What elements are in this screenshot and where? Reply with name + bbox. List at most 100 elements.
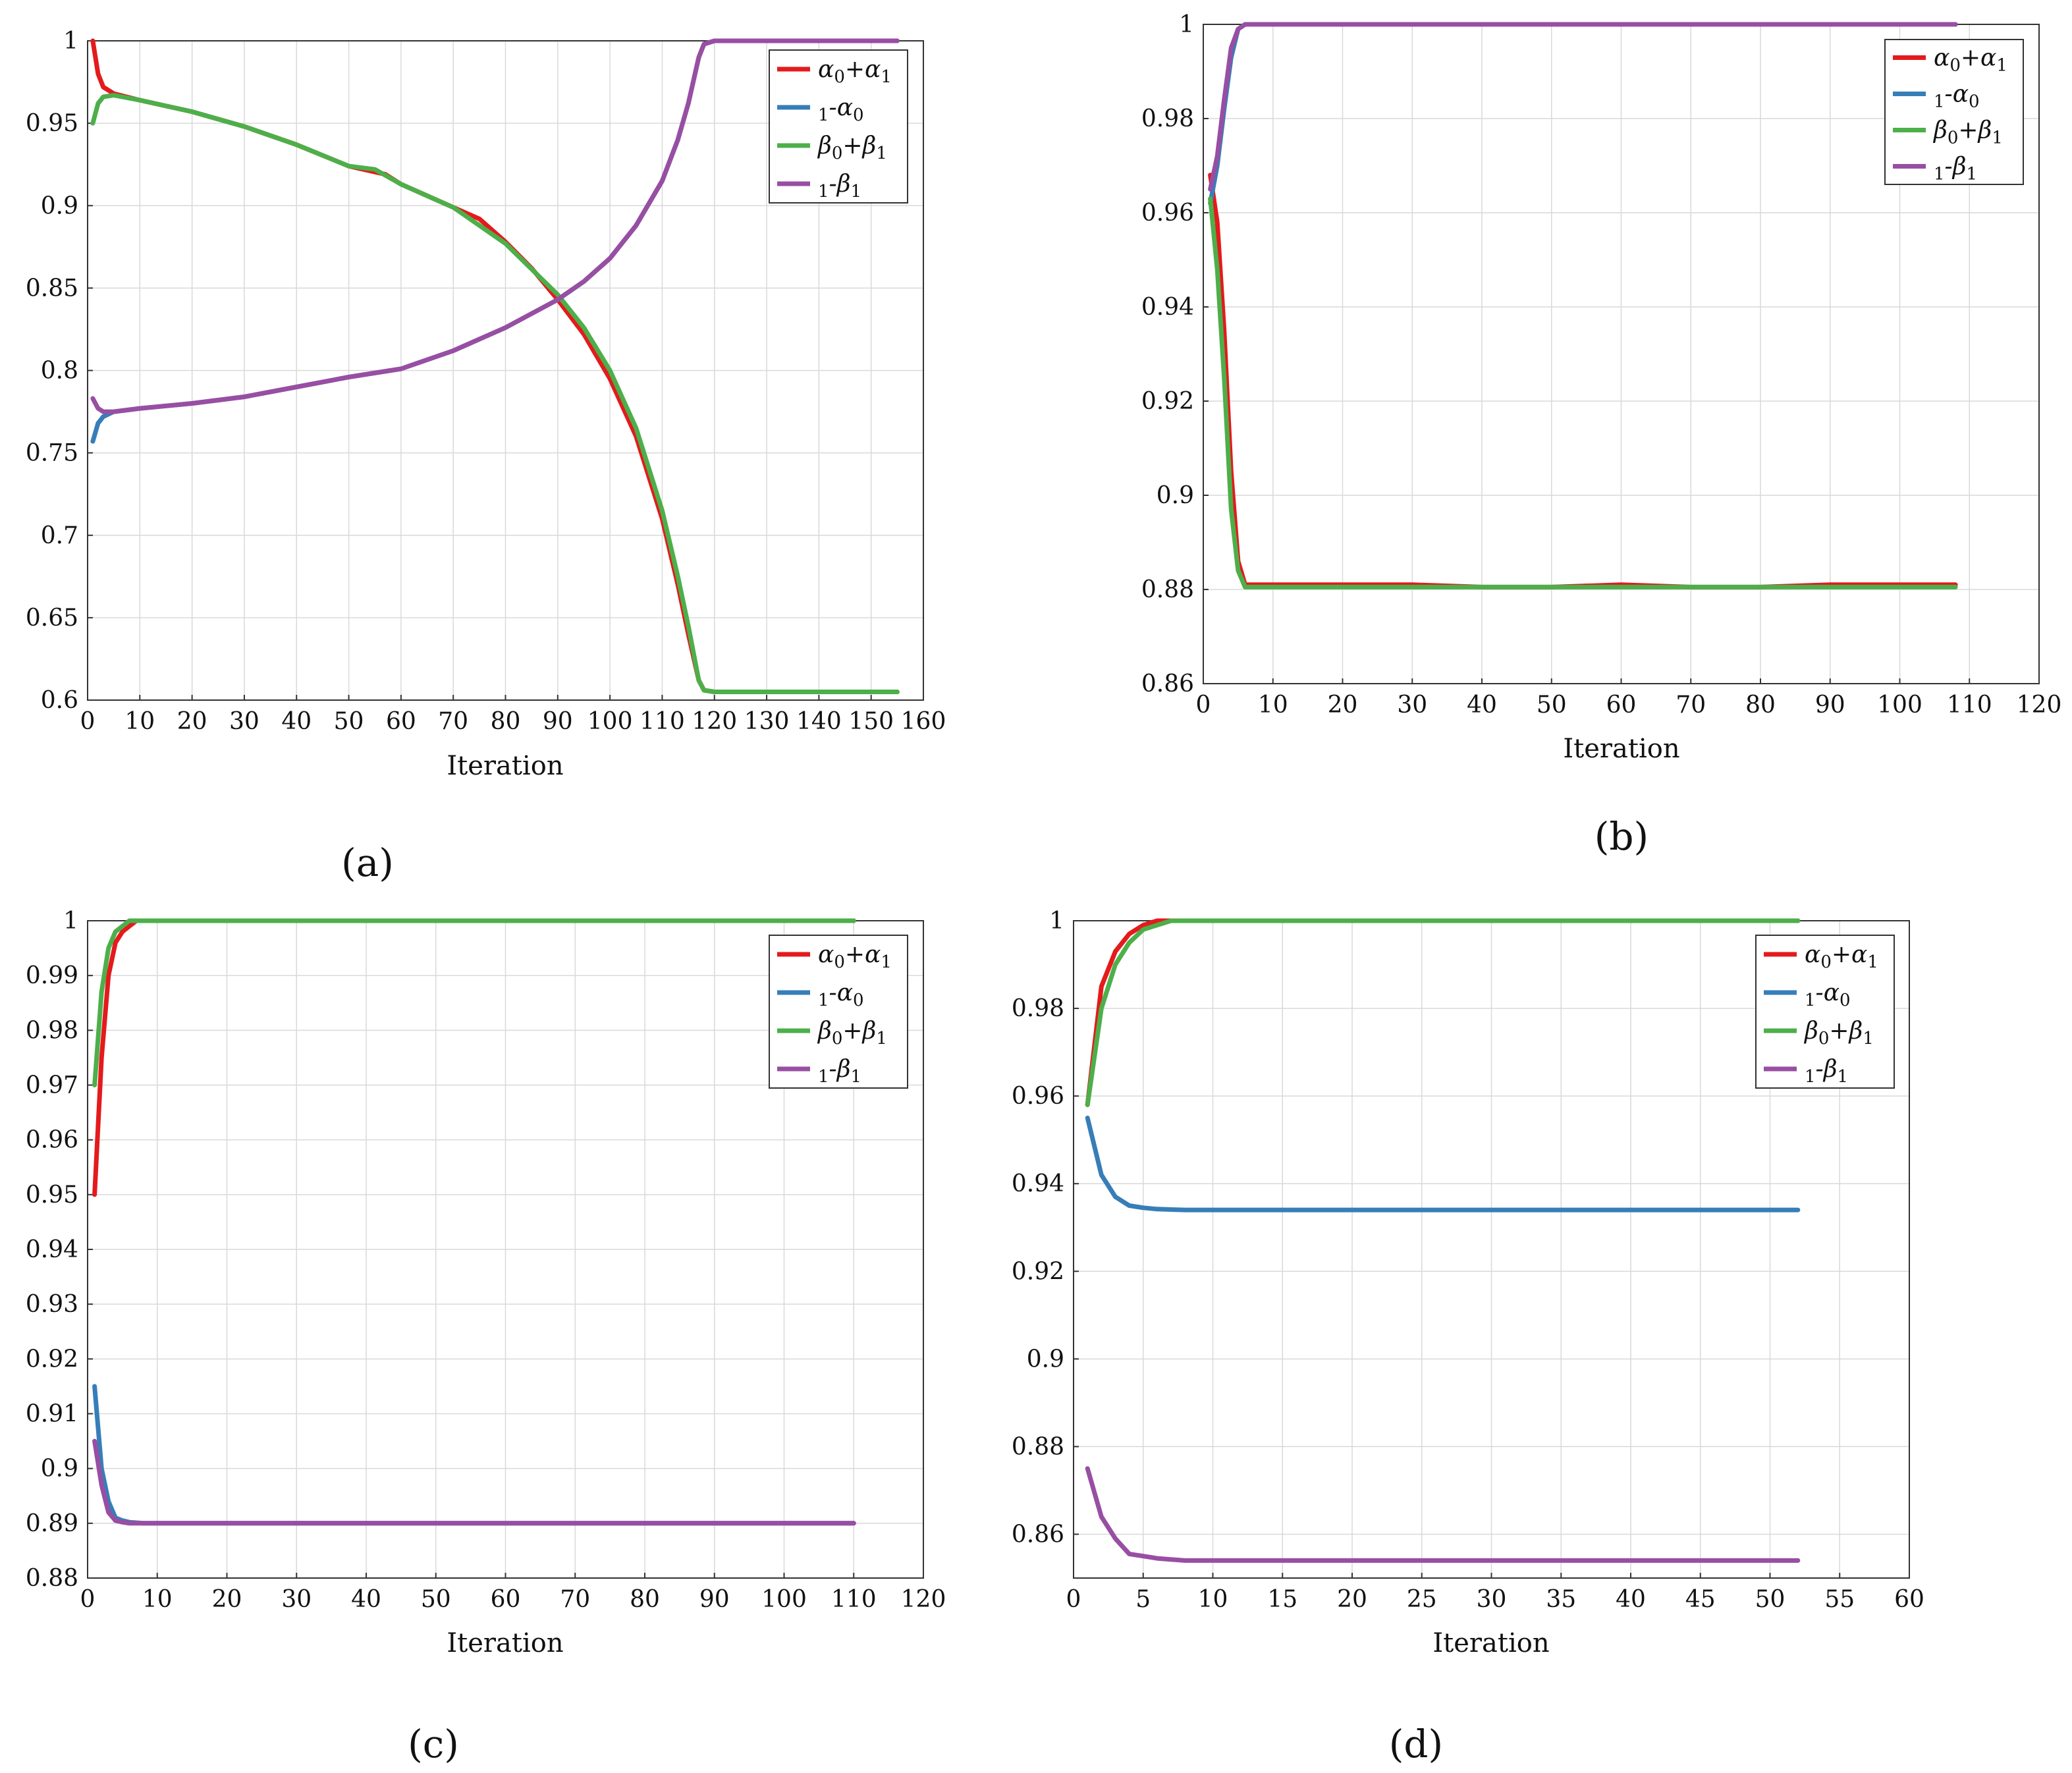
x-tick-label: 110 (831, 1586, 877, 1613)
y-tick-label: 0.8 (41, 358, 78, 385)
series-line-3 (1085, 918, 1801, 1107)
x-tick-label: 25 (1407, 1586, 1437, 1613)
y-tick-label: 0.6 (41, 687, 78, 714)
x-tick-label: 60 (386, 708, 416, 735)
tick-labels: 0 10 20 30 40 50 60 70 80 90 100 110 120 0.86 0.88 0.9 0… (1141, 11, 2062, 719)
x-tick-label: 30 (1397, 692, 1427, 719)
series-line-3 (90, 93, 900, 694)
panel-a: 0 10 20 30 40 50 60 70 80 90 100 110 120 130 140 150 160… (26, 28, 946, 735)
x-tick-label: 30 (1477, 1586, 1507, 1613)
xlabel-d: Iteration (1432, 1628, 1549, 1658)
x-tick-label: 60 (1894, 1586, 1924, 1613)
x-tick-label: 160 (901, 708, 946, 735)
x-tick-label: 80 (1745, 692, 1776, 719)
x-tick-label: 130 (744, 708, 790, 735)
caption-c: (c) (408, 1722, 459, 1766)
x-tick-label: 0 (1196, 692, 1211, 719)
y-tick-label: 0.86 (1141, 670, 1194, 697)
x-tick-label: 0 (80, 1586, 95, 1613)
series-group (92, 918, 856, 1526)
x-tick-label: 40 (1467, 692, 1497, 719)
x-tick-label: 80 (491, 708, 521, 735)
y-tick-label: 0.94 (1141, 294, 1194, 321)
series-group (1085, 918, 1801, 1563)
legend-label: β0+β1 (817, 1018, 887, 1049)
y-tick-label: 0.98 (1141, 105, 1194, 132)
x-tick-label: 110 (640, 708, 685, 735)
y-tick-label: 1 (1179, 11, 1194, 38)
x-tick-label: 70 (1676, 692, 1706, 719)
y-tick-label: 0.92 (1141, 388, 1194, 415)
y-tick-label: 0.99 (26, 962, 78, 989)
x-tick-label: 20 (177, 708, 207, 735)
caption-d: (d) (1389, 1722, 1443, 1766)
x-tick-label: 40 (351, 1586, 381, 1613)
y-tick-label: 0.95 (26, 1182, 78, 1209)
x-tick-label: 100 (587, 708, 633, 735)
y-tick-label: 0.88 (1012, 1433, 1064, 1460)
x-tick-label: 10 (1258, 692, 1288, 719)
series-line-4 (90, 38, 900, 414)
y-tick-label: 0.92 (1012, 1258, 1064, 1285)
x-tick-label: 55 (1824, 1586, 1855, 1613)
series-line-4 (1085, 1466, 1801, 1563)
x-tick-label: 10 (142, 1586, 173, 1613)
x-tick-label: 10 (1198, 1586, 1228, 1613)
y-tick-label: 0.86 (1012, 1521, 1064, 1548)
x-tick-label: 5 (1135, 1586, 1151, 1613)
legend-label: 1-α0 (818, 979, 864, 1010)
legend-label: 1-β1 (818, 171, 861, 202)
x-tick-label: 40 (281, 708, 312, 735)
y-tick-label: 1 (1049, 908, 1064, 935)
x-tick-label: 120 (901, 1586, 946, 1613)
x-tick-label: 50 (334, 708, 364, 735)
series-line-4 (1208, 22, 1958, 192)
x-tick-label: 35 (1546, 1586, 1576, 1613)
legend-label: β0+β1 (1932, 117, 2003, 148)
y-tick-label: 0.9 (41, 1456, 78, 1483)
y-tick-label: 0.89 (26, 1510, 78, 1537)
x-tick-label: 0 (80, 708, 95, 735)
tick-labels: 0 10 20 30 40 50 60 70 80 90 100 110 120 130 140 150 160… (26, 28, 946, 735)
x-tick-label: 20 (1337, 1586, 1367, 1613)
y-tick-label: 0.98 (26, 1017, 78, 1044)
x-tick-label: 110 (1947, 692, 1992, 719)
tick-labels: 0 10 20 30 40 50 60 70 80 90 100 110 120 0.88 0.89 0.9 0… (26, 908, 946, 1613)
y-tick-label: 1 (63, 28, 78, 55)
x-tick-label: 120 (692, 708, 737, 735)
xlabel-c: Iteration (447, 1628, 563, 1658)
series-line-2 (1085, 1115, 1801, 1213)
legend-label: β0+β1 (817, 132, 887, 163)
y-tick-label: 0.9 (41, 192, 78, 219)
x-tick-label: 60 (491, 1586, 521, 1613)
panel-c: 0 10 20 30 40 50 60 70 80 90 100 110 120 0.88 0.89 0.9 0… (26, 908, 946, 1613)
y-tick-label: 0.92 (26, 1346, 78, 1373)
series-group (90, 38, 900, 694)
x-tick-label: 10 (124, 708, 155, 735)
legend-box (769, 935, 908, 1089)
series-line-3 (92, 918, 856, 1087)
y-tick-label: 0.94 (1012, 1170, 1064, 1197)
y-tick-label: 0.93 (26, 1291, 78, 1318)
legend-label: 1-β1 (1805, 1056, 1848, 1087)
legend-label: 1-α0 (1805, 979, 1851, 1010)
legend: α0+α1 1-α0 β0+β1 1-β1 (769, 935, 908, 1089)
x-tick-label: 80 (630, 1586, 660, 1613)
legend-label: α0+α1 (1805, 941, 1878, 972)
y-tick-label: 0.91 (26, 1401, 78, 1428)
x-tick-label: 140 (796, 708, 842, 735)
y-tick-label: 0.65 (26, 605, 78, 632)
panel-b: 0 10 20 30 40 50 60 70 80 90 100 110 120 0.86 0.88 0.9 0… (1141, 11, 2062, 719)
xlabel-a: Iteration (447, 751, 563, 781)
x-tick-label: 15 (1267, 1586, 1297, 1613)
x-tick-label: 70 (560, 1586, 590, 1613)
xlabel-b: Iteration (1563, 734, 1679, 764)
legend-label: α0+α1 (818, 56, 892, 87)
x-tick-label: 50 (421, 1586, 451, 1613)
x-tick-label: 20 (1328, 692, 1358, 719)
x-tick-label: 120 (2017, 692, 2062, 719)
x-tick-label: 0 (1066, 1586, 1081, 1613)
caption-a: (a) (341, 840, 394, 885)
y-tick-label: 0.98 (1012, 995, 1064, 1022)
x-tick-label: 40 (1616, 1586, 1646, 1613)
